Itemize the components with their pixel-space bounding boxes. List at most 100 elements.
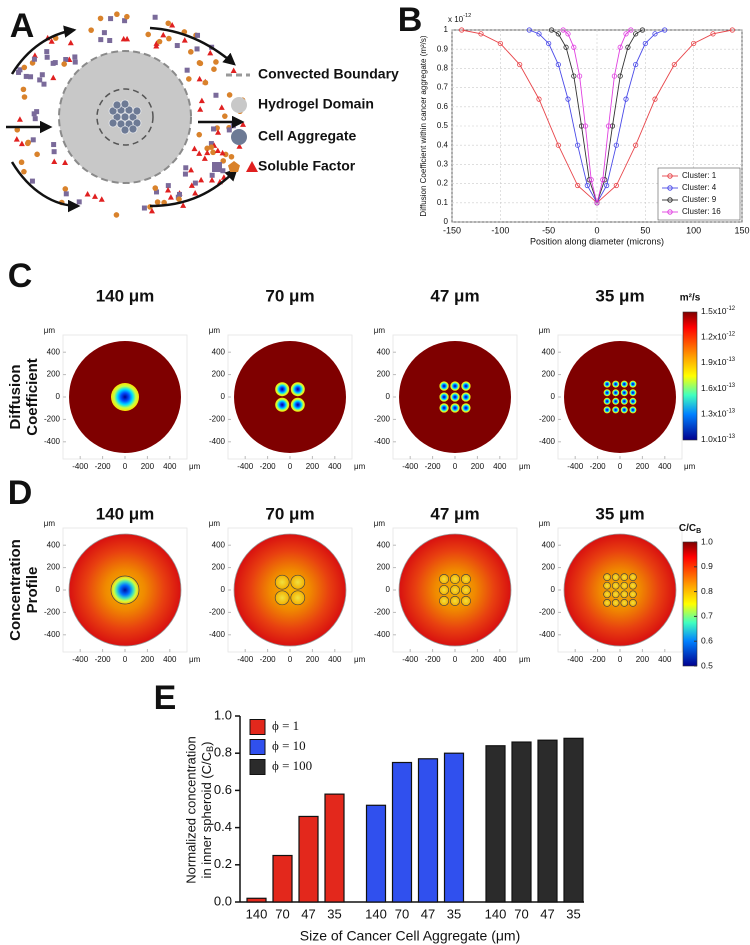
spheroid (629, 573, 637, 581)
factor (18, 140, 25, 147)
factor (166, 35, 172, 42)
x-tick-label: 47 (540, 906, 554, 921)
legend-pentagon (228, 161, 240, 172)
spheroid (274, 574, 290, 590)
spheroid (603, 573, 611, 581)
x-tick-label: 400 (658, 655, 672, 664)
cell (108, 106, 118, 116)
cell (120, 112, 130, 122)
factor (37, 77, 43, 83)
factor (154, 199, 161, 205)
point (613, 142, 619, 148)
y-tick-label: 0.0 (214, 893, 232, 908)
x-tick-label: 400 (163, 462, 177, 471)
spheroid (439, 574, 450, 585)
text-part: -12 (463, 13, 471, 19)
spheroid (460, 584, 471, 596)
colorbar-label: 1.2x10-12 (701, 331, 735, 342)
spheroid (449, 595, 461, 606)
factor (84, 191, 91, 197)
point (605, 123, 612, 129)
x-tick-label: 400 (328, 655, 342, 664)
y-tick-label: 0 (56, 392, 61, 401)
factor (76, 199, 82, 205)
spheroid (439, 595, 450, 606)
spheroid (460, 574, 471, 585)
text-part: 1.0x10 (701, 434, 727, 444)
x-tick-label: -400 (402, 655, 419, 664)
x-tick-label: 200 (471, 655, 485, 664)
axis-unit: μm (519, 462, 531, 471)
factor (222, 113, 228, 119)
x-tick-label: -400 (567, 655, 584, 664)
y-tick-label: 400 (542, 540, 556, 549)
point (594, 200, 600, 206)
factor (63, 57, 69, 62)
point (642, 40, 648, 47)
bar (417, 758, 439, 903)
domain (564, 341, 676, 453)
y-tick-label: 0 (386, 392, 391, 401)
factor (152, 185, 159, 191)
panel-label: E (154, 679, 177, 717)
factor (201, 155, 208, 161)
x-tick-label: -200 (260, 655, 277, 664)
spheroid (620, 380, 628, 388)
spheroid (111, 383, 139, 411)
panel-label: D (8, 474, 33, 512)
legend-cell (231, 129, 247, 145)
inner-boundary (96, 88, 154, 146)
point (584, 182, 590, 189)
y-tick-label: 0 (221, 585, 226, 594)
x-tick-label: 140 (365, 906, 387, 921)
row-label-line: Diffusion (7, 365, 24, 430)
cell (108, 118, 118, 128)
factor (101, 30, 107, 36)
spheroid (620, 389, 628, 397)
spheroid (275, 397, 290, 412)
spheroid (629, 406, 637, 414)
axis-unit: μm (44, 519, 56, 528)
spheroid (620, 397, 628, 405)
soluble-factors (13, 11, 247, 218)
cell (132, 118, 142, 128)
factor (113, 212, 120, 218)
factor (160, 31, 167, 38)
legend-label: Cluster: 16 (682, 207, 721, 216)
y-tick-label: 0.6 (437, 102, 449, 111)
factor (114, 11, 120, 18)
bar (391, 761, 413, 903)
y-tick-label: 200 (47, 370, 61, 379)
spheroid (439, 584, 450, 596)
point (575, 182, 581, 189)
factor (44, 49, 50, 55)
factor (39, 72, 45, 78)
factor (182, 171, 188, 177)
point (617, 73, 623, 79)
x-tick-label: 35 (566, 906, 580, 921)
factor (192, 190, 199, 196)
point (536, 96, 542, 102)
x-tick-label: -400 (567, 462, 584, 471)
factor (222, 151, 229, 158)
y-tick-label: -400 (44, 437, 61, 446)
point (625, 44, 631, 50)
factor (29, 178, 35, 184)
point (548, 27, 555, 33)
factor (211, 126, 217, 132)
factor (20, 86, 27, 93)
text-part: x 10 (448, 15, 464, 24)
flow-arrows (6, 25, 245, 213)
cell (120, 99, 130, 109)
text-part: 1.3x10 (701, 409, 727, 419)
axis-unit: μm (44, 326, 56, 335)
axis-unit: μm (539, 326, 551, 335)
axis-unit: μm (209, 519, 221, 528)
factor (176, 191, 182, 197)
point (613, 182, 619, 189)
point (555, 31, 561, 37)
y-tick-label: 400 (542, 347, 556, 356)
legend-label: Cluster: 1 (682, 171, 717, 180)
cell (112, 112, 122, 122)
colorbar-label: 0.7 (701, 611, 713, 621)
